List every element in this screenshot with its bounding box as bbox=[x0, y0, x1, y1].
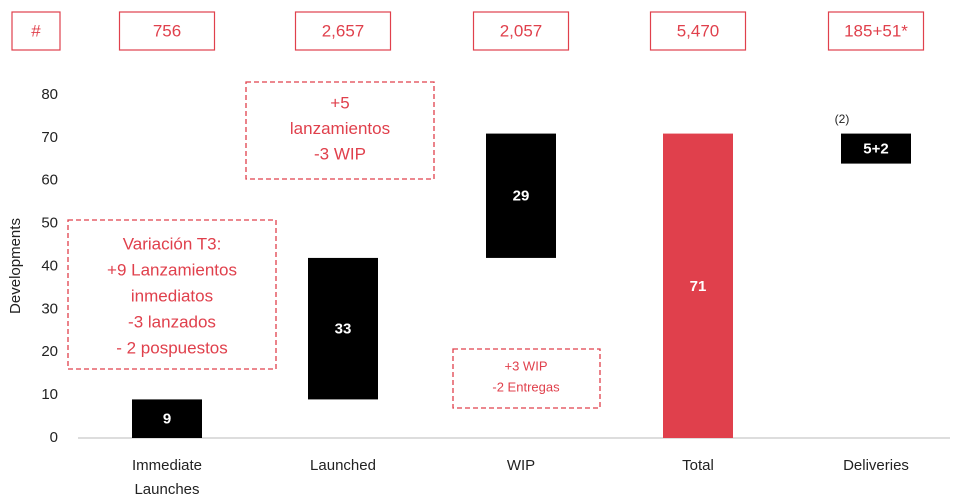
header-box bbox=[11, 11, 61, 51]
y-tick-label: 0 bbox=[50, 429, 58, 446]
y-tick-label: 20 bbox=[41, 343, 58, 360]
bar bbox=[841, 133, 911, 164]
header-value: 2,057 bbox=[500, 21, 543, 40]
header-value: 756 bbox=[153, 21, 181, 40]
header-box bbox=[649, 11, 747, 51]
x-tick-label: Launches bbox=[134, 481, 199, 498]
annotation-text: lanzamientos bbox=[290, 119, 390, 138]
value-label: 29 bbox=[513, 188, 530, 205]
y-tick-label: 60 bbox=[41, 172, 58, 189]
header-box bbox=[827, 11, 925, 51]
value-label: 5+2 bbox=[863, 141, 888, 158]
annotation-text: -3 lanzados bbox=[128, 312, 216, 331]
x-tick-label: Deliveries bbox=[843, 457, 909, 474]
annotation-box bbox=[452, 348, 601, 409]
header-value: 5,470 bbox=[677, 21, 720, 40]
annotation-text: +5 bbox=[330, 93, 349, 112]
bar bbox=[663, 133, 733, 438]
annotation-text: Variación T3: bbox=[123, 234, 222, 253]
annotation-text: +9 Lanzamientos bbox=[107, 260, 237, 279]
y-tick-label: 40 bbox=[41, 257, 58, 274]
header-box bbox=[472, 11, 570, 51]
header-value: 185+51* bbox=[844, 21, 908, 40]
y-tick-label: 50 bbox=[41, 215, 58, 232]
x-tick-label: Total bbox=[682, 457, 714, 474]
value-label: 9 bbox=[163, 411, 171, 428]
annotation-text: -3 WIP bbox=[314, 144, 366, 163]
annotation-text: +3 WIP bbox=[505, 358, 548, 373]
value-label: 71 bbox=[690, 278, 707, 295]
x-tick-label: WIP bbox=[507, 457, 535, 474]
value-label: 33 bbox=[335, 321, 352, 338]
y-tick-label: 70 bbox=[41, 129, 58, 146]
y-tick-label: 30 bbox=[41, 300, 58, 317]
x-tick-label: Immediate bbox=[132, 457, 202, 474]
annotation-box bbox=[245, 81, 435, 180]
header-value: 2,657 bbox=[322, 21, 365, 40]
annotation-text: (2) bbox=[835, 112, 850, 126]
y-axis-label: Developments bbox=[7, 218, 24, 314]
header-value: # bbox=[31, 21, 41, 40]
bar bbox=[308, 257, 378, 400]
annotation-text: inmediatos bbox=[131, 286, 213, 305]
y-tick-label: 80 bbox=[41, 86, 58, 103]
annotation-box bbox=[67, 219, 277, 370]
y-tick-label: 10 bbox=[41, 386, 58, 403]
header-box bbox=[118, 11, 216, 51]
annotation-text: - 2 pospuestos bbox=[116, 338, 228, 357]
x-tick-label: Launched bbox=[310, 457, 376, 474]
annotation-text: -2 Entregas bbox=[492, 379, 560, 394]
header-box bbox=[294, 11, 392, 51]
bar bbox=[132, 399, 202, 438]
bar bbox=[486, 133, 556, 258]
